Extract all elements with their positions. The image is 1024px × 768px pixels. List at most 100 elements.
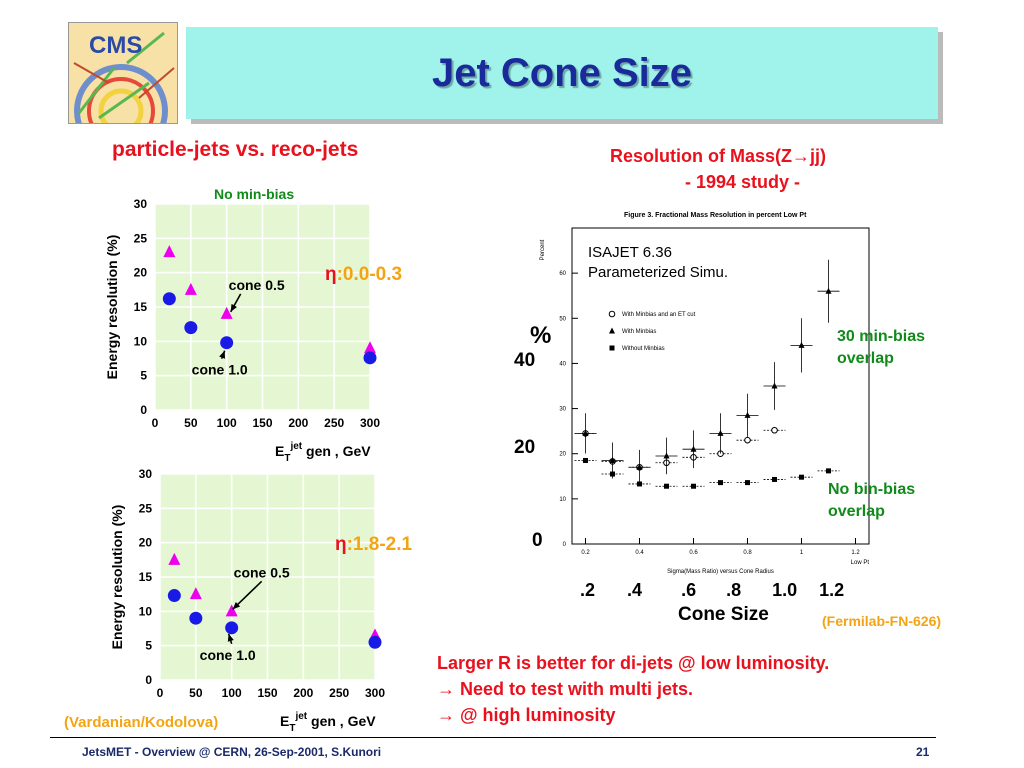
data-point [637,481,642,487]
overlay-x-ticks: .2 .4 .6 .8 1.0 1.2 [580,580,844,601]
circle-point [363,351,377,365]
overlay-x-0.8: .8 [726,580,742,600]
circle-point [184,321,198,335]
y-tick-label: 5 [140,369,147,383]
circle-point [225,621,239,635]
cms-logo-art: CMS [69,23,177,123]
figure-title: Figure 3. Fractional Mass Resolution in … [624,212,807,219]
data-point [718,480,723,486]
note-30-line1: 30 min-bias [837,328,926,345]
data-point [744,411,751,418]
data-point [799,474,804,480]
x-axis-label: ETjet gen , GeV [280,711,376,734]
note-nobin-line2: overlap [828,503,885,520]
legend-label: With Minbias and an ET cut [622,312,696,318]
annotation-label: cone 0.5 [229,277,285,293]
triangle-point [364,341,376,354]
inset-line-2: Parameterized Simu. [588,264,728,281]
cms-logo: CMS [68,22,178,124]
y-tick-label: 15 [134,300,148,314]
data-point [610,471,615,477]
data-point [771,382,778,389]
overlay-x-0.2: .2 [580,580,596,600]
footer-text: JetsMET - Overview @ CERN, 26-Sep-2001, … [82,745,382,759]
conclusions: Larger R is better for di-jets @ low lum… [437,650,829,728]
note-no-binbias: No bin-bias overlap [828,479,915,523]
overlay-x-0.6: .6 [681,580,697,600]
x-tick-label: 100 [222,686,242,700]
x-tick-label: 50 [189,686,203,700]
plot-frame [571,227,870,545]
data-point [609,456,616,463]
y-tick-label: 20 [139,536,153,550]
fermilab-figure: Figure 3. Fractional Mass Resolution in … [540,212,870,575]
y-axis-label: Energy resolution (%) [109,505,125,650]
circle-point [220,336,234,350]
left-heading: particle-jets vs. reco-jets [112,138,359,161]
y-tick-label: 30 [559,407,566,413]
y-tick-label: 30 [139,467,153,481]
data-point [771,426,778,434]
arrow-head [232,601,241,610]
chart-eta-1.8-2.1: 0 50 100 150 200 250 300 0 5 10 15 20 25 30 Energy res… [109,467,385,734]
legend-marker [609,345,615,351]
y-tick-label: 25 [139,501,153,515]
legend-marker [608,310,616,318]
overlay-x-1.2: 1.2 [819,580,845,600]
conclusion-2: → Need to test with multi jets. [437,679,694,699]
note-30-minbias: 30 min-bias overlap [837,326,925,370]
x-tick-label: 0.8 [743,550,752,556]
y-tick-label: 0 [563,542,567,548]
data-point [717,429,724,436]
annotation-label: cone 1.0 [192,362,248,378]
y-tick-label: 0 [140,403,147,417]
note-30-line2: overlap [837,350,894,367]
x-axis-label: ETjet gen , GeV [275,441,371,464]
y-tick-label: 0 [145,673,152,687]
x-tick-label: 100 [217,416,237,430]
y-tick-label: 60 [559,271,566,277]
arrow-head [230,303,237,312]
x-tick-label: 200 [293,686,313,700]
no-minbias-note-line1: No min-bias [214,186,295,202]
y-tick-label: 25 [134,231,148,245]
y-tick-label: 20 [134,266,148,280]
x-corner-label: Low Pt [851,560,870,566]
data-point [663,452,670,459]
x-tick-label: 0.2 [581,550,590,556]
arrow-head [219,350,225,359]
overlay-x-label: Cone Size [678,604,769,625]
x-tick-label: 150 [257,686,277,700]
data-point [798,341,805,348]
y-tick-label: 30 [134,197,148,211]
x-tick-label: 1 [800,550,804,556]
x-tick-label: 300 [360,416,380,430]
legend-marker [609,327,615,334]
x-tick-label: 250 [324,416,344,430]
credit-vardanian: (Vardanian/Kodolova) [64,714,219,731]
right-heading-text: Resolution of Mass(Z [610,146,793,166]
data-point [636,463,643,470]
eta-range-2: :1.8-2.1 [346,534,413,555]
eta-label-2: η:1.8-2.1 [335,534,412,556]
eta-symbol-2: η [335,534,347,555]
y-axis-label: Percent [540,239,546,260]
circle-point [167,589,181,603]
triangle-point [225,604,238,617]
y-tick-label: 50 [559,316,566,322]
y-tick-label: 10 [559,497,566,503]
circle-point [162,292,176,306]
overlay-y-40: 40 [514,350,536,371]
y-tick-label: 10 [134,334,148,348]
data-point [826,468,831,474]
percent-symbol: % [530,322,552,349]
right-heading-line2: - 1994 study - [685,172,801,192]
data-point [745,480,750,486]
y-tick-label: 40 [559,361,566,367]
y-tick-label: 15 [139,570,153,584]
y-tick-label: 5 [145,639,152,653]
page-number: 21 [916,745,930,759]
right-heading-end: jj) [810,146,827,166]
data-point [825,287,832,294]
arrow-head [227,633,234,642]
